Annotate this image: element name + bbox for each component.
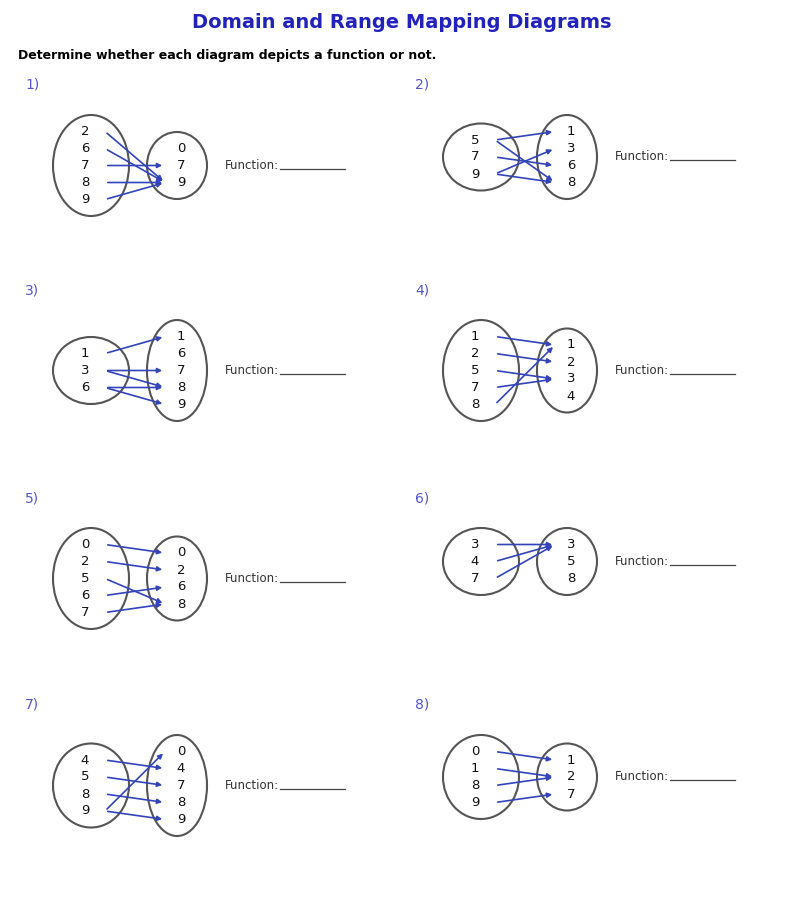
Text: 7: 7 [567,787,576,801]
Text: 7: 7 [177,159,185,172]
Text: 9: 9 [177,813,185,826]
Text: Determine whether each diagram depicts a function or not.: Determine whether each diagram depicts a… [18,49,436,62]
Text: 0: 0 [177,745,185,758]
Text: 8: 8 [177,381,185,394]
Text: 1: 1 [80,347,89,360]
Text: 9: 9 [177,398,185,411]
Text: 4: 4 [80,754,89,766]
Text: Domain and Range Mapping Diagrams: Domain and Range Mapping Diagrams [192,13,612,32]
Text: 4: 4 [471,555,479,568]
Text: 1: 1 [567,125,576,138]
Text: 4: 4 [177,762,185,775]
Text: 9: 9 [80,193,89,206]
Text: 5: 5 [80,770,89,784]
Text: 6: 6 [567,159,576,172]
Text: 8: 8 [471,779,479,792]
Text: 0: 0 [177,142,185,155]
Text: 2: 2 [567,770,576,784]
Text: 5): 5) [25,491,39,505]
Text: 9: 9 [177,176,185,189]
Text: 7: 7 [471,572,479,585]
Text: 8: 8 [80,787,89,801]
Text: Function:: Function: [615,770,669,784]
Text: 8: 8 [177,796,185,809]
Text: 6: 6 [80,589,89,602]
Text: 0: 0 [80,538,89,551]
Text: 5: 5 [471,364,479,377]
Text: 2: 2 [177,564,185,576]
Text: 3: 3 [471,538,479,551]
Text: 6): 6) [415,491,429,505]
Text: 6: 6 [80,142,89,155]
Text: 5: 5 [471,133,479,147]
Text: 2: 2 [80,555,89,568]
Text: 1: 1 [567,754,576,766]
Text: Function:: Function: [225,364,279,377]
Text: 2): 2) [415,78,429,92]
Text: 6: 6 [177,581,185,593]
Text: 8: 8 [567,572,576,585]
Text: 7: 7 [177,779,185,792]
Text: 9: 9 [471,796,479,809]
Text: 7: 7 [80,606,89,619]
Text: 0: 0 [177,546,185,560]
Text: 3: 3 [567,142,576,155]
Text: 3: 3 [80,364,89,377]
Text: 1: 1 [177,330,185,343]
Text: 7: 7 [177,364,185,377]
Text: 3: 3 [567,372,576,385]
Text: 9: 9 [471,168,479,180]
Text: 8: 8 [80,176,89,189]
Text: 7: 7 [471,381,479,394]
Text: Function:: Function: [225,572,279,585]
Text: 5: 5 [567,555,576,568]
Text: Function:: Function: [615,555,669,568]
Text: 3: 3 [567,538,576,551]
Text: 8: 8 [567,176,576,189]
Text: 8: 8 [471,398,479,411]
Text: 7): 7) [25,698,39,712]
Text: 7: 7 [471,150,479,163]
Text: 2: 2 [567,355,576,369]
Text: 3): 3) [25,283,39,297]
Text: 0: 0 [471,745,479,758]
Text: 8: 8 [177,597,185,611]
Text: 1: 1 [471,330,479,343]
Text: 7: 7 [80,159,89,172]
Text: Function:: Function: [225,159,279,172]
Text: 4: 4 [567,390,576,402]
Text: 2: 2 [471,347,479,360]
Text: 1: 1 [471,762,479,775]
Text: Function:: Function: [615,364,669,377]
Text: 8): 8) [415,698,429,712]
Text: 6: 6 [177,347,185,360]
Text: Function:: Function: [615,150,669,163]
Text: 2: 2 [80,125,89,138]
Text: 1: 1 [567,339,576,352]
Text: 4): 4) [415,283,429,297]
Text: 5: 5 [80,572,89,585]
Text: 9: 9 [80,805,89,817]
Text: Function:: Function: [225,779,279,792]
Text: 6: 6 [80,381,89,394]
Text: 1): 1) [25,78,39,92]
